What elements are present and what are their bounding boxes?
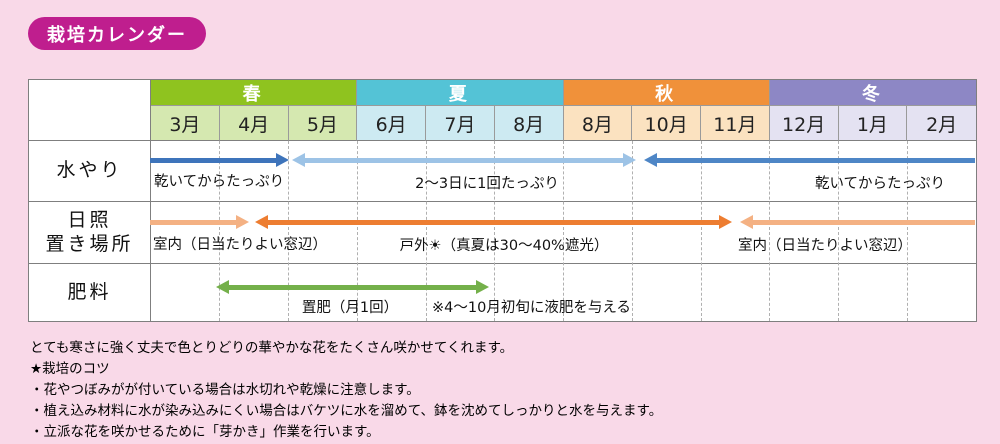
month-gridline [769, 141, 770, 321]
month-gridline [907, 141, 908, 321]
month-gridline [288, 141, 289, 321]
watering-arrow-summer [292, 153, 636, 167]
row-label-watering: 水やり [29, 141, 151, 202]
month-header: 11月 [701, 106, 770, 141]
month-header: 5月 [288, 106, 358, 141]
month-header: 3月 [151, 106, 220, 141]
watering-arrow-winter [644, 153, 975, 167]
fertilizer-annotation: ※4〜10月初旬に液肥を与える [432, 300, 631, 316]
month-gridline [426, 141, 427, 321]
month-gridline [701, 141, 702, 321]
month-header: 10月 [632, 106, 701, 141]
month-label: 8月 [513, 113, 545, 136]
season-label: 夏 [448, 83, 471, 105]
season-label: 春 [242, 83, 265, 105]
month-label: 5月 [306, 113, 338, 136]
sunlight-arrow-indoor-winter [740, 215, 975, 229]
month-gridline [632, 141, 633, 321]
month-header: 2月 [907, 106, 976, 141]
month-header: 4月 [219, 106, 289, 141]
fertilizer-caption: 置肥（月1回） [301, 300, 399, 316]
arrowhead-left-icon [740, 215, 753, 229]
note-line: ★栽培のコツ [30, 361, 110, 377]
arrowhead-left-icon [216, 280, 229, 294]
note-line: ・花やつぼみがが付いている場合は水切れや乾燥に注意します。 [30, 382, 420, 398]
season-header-autumn: 秋 [563, 80, 770, 106]
month-header: 1月 [838, 106, 908, 141]
sunlight-caption-indoor-spring: 室内（日当たりよい窓辺） [153, 237, 327, 253]
month-label: 12月 [782, 113, 826, 136]
row-label-text: 日照 [67, 208, 112, 231]
calendar-table: 春 夏 秋 冬 3月 4月 5月 6月 7月 8月 8月 10月 11月 12月… [28, 79, 977, 322]
note-line: とても寒さに強く丈夫で色とりどりの華やかな花をたくさん咲かせてくれます。 [30, 340, 514, 356]
note-line: ・立派な花を咲かせるために「芽かき」作業を行います。 [30, 424, 380, 440]
month-label: 3月 [169, 113, 201, 136]
month-gridline [563, 141, 564, 321]
row-label-text: 水やり [56, 159, 123, 182]
month-header: 12月 [769, 106, 839, 141]
month-header: 8月 [563, 106, 633, 141]
month-header: 8月 [494, 106, 564, 141]
month-label: 8月 [581, 113, 613, 136]
month-gridline [219, 141, 220, 321]
arrowhead-right-icon [276, 153, 289, 167]
title-badge: 栽培カレンダー [28, 17, 206, 50]
arrowhead-right-icon [719, 215, 732, 229]
month-label: 1月 [856, 113, 888, 136]
arrowhead-left-icon [292, 153, 305, 167]
row-label-text: 肥料 [67, 280, 112, 303]
month-label: 7月 [444, 113, 476, 136]
corner-cell [29, 80, 151, 141]
notes-block: とても寒さに強く丈夫で色とりどりの華やかな花をたくさん咲かせてくれます。 ★栽培… [30, 338, 662, 443]
sunlight-arrow-outdoor [255, 215, 732, 229]
season-header-summer: 夏 [357, 80, 564, 106]
watering-caption-spring: 乾いてからたっぷり [154, 174, 285, 190]
month-gridline [494, 141, 495, 321]
month-gridline [357, 141, 358, 321]
sunlight-caption-indoor-winter: 室内（日当たりよい窓辺） [738, 238, 912, 254]
season-header-winter: 冬 [769, 80, 976, 106]
month-header: 6月 [357, 106, 426, 141]
note-line: ・植え込み材料に水が染み込みにくい場合はバケツに水を溜めて、鉢を沈めてしっかりと… [30, 403, 663, 419]
season-header-spring: 春 [151, 80, 358, 106]
arrowhead-right-icon [236, 215, 249, 229]
arrowhead-right-icon [623, 153, 636, 167]
arrowhead-left-icon [644, 153, 657, 167]
sunlight-caption-outdoor: 戸外☀（真夏は30〜40%遮光） [399, 238, 609, 254]
watering-caption-summer: 2〜3日に1回たっぷり [415, 176, 559, 192]
page-title: 栽培カレンダー [47, 24, 187, 46]
month-label: 4月 [238, 113, 270, 136]
arrowhead-right-icon [476, 280, 489, 294]
row-label-sunlight-placement: 日照 置き場所 [29, 202, 151, 264]
row-label-text: 置き場所 [45, 232, 134, 255]
watering-caption-winter: 乾いてからたっぷり [814, 176, 946, 192]
season-label: 秋 [655, 83, 678, 105]
arrowhead-left-icon [255, 215, 268, 229]
season-label: 冬 [861, 83, 884, 105]
month-label: 6月 [375, 113, 407, 136]
month-label: 10月 [644, 113, 688, 136]
calendar-grid: 春 夏 秋 冬 3月 4月 5月 6月 7月 8月 8月 10月 11月 12月… [29, 80, 976, 321]
month-label: 2月 [926, 113, 958, 136]
row-label-fertilizer: 肥料 [29, 264, 151, 321]
sunlight-arrow-indoor-spring [150, 215, 249, 229]
month-gridline [838, 141, 839, 321]
month-header: 7月 [426, 106, 495, 141]
watering-arrow-spring [150, 153, 289, 167]
fertilizer-arrow [216, 280, 489, 294]
month-label: 11月 [713, 113, 757, 136]
